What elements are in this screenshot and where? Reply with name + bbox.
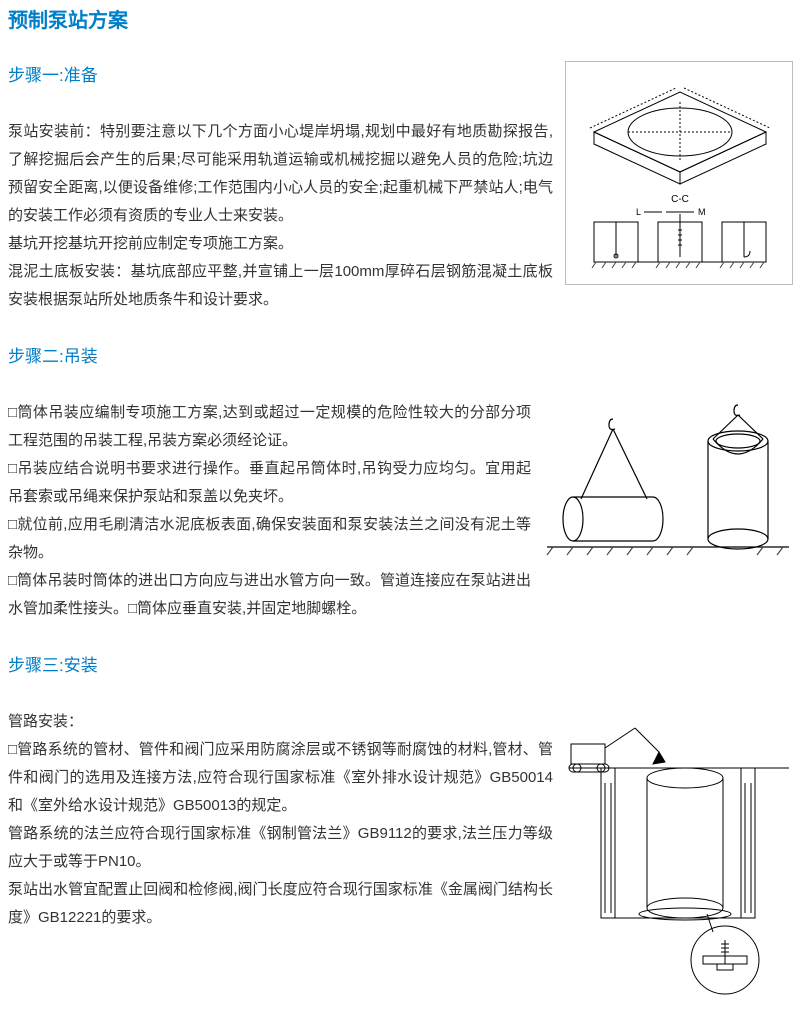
page-title: 预制泵站方案 (8, 4, 793, 33)
section-step2: 步骤二:吊装 (8, 342, 793, 623)
heading-step3: 步骤三:安装 (8, 651, 793, 676)
section-label: C-C (671, 194, 689, 205)
svg-text:L: L (636, 207, 641, 217)
figure-pit-installation (565, 708, 793, 1001)
heading-step2: 步骤二:吊装 (8, 342, 793, 367)
section-step3: 步骤三:安装 (8, 651, 793, 1001)
section-step1: C-C M L (8, 61, 793, 314)
svg-text:M: M (698, 207, 706, 217)
figure-cylinder-lifting (543, 399, 793, 582)
figure-foundation-pad: C-C M L (565, 61, 793, 285)
